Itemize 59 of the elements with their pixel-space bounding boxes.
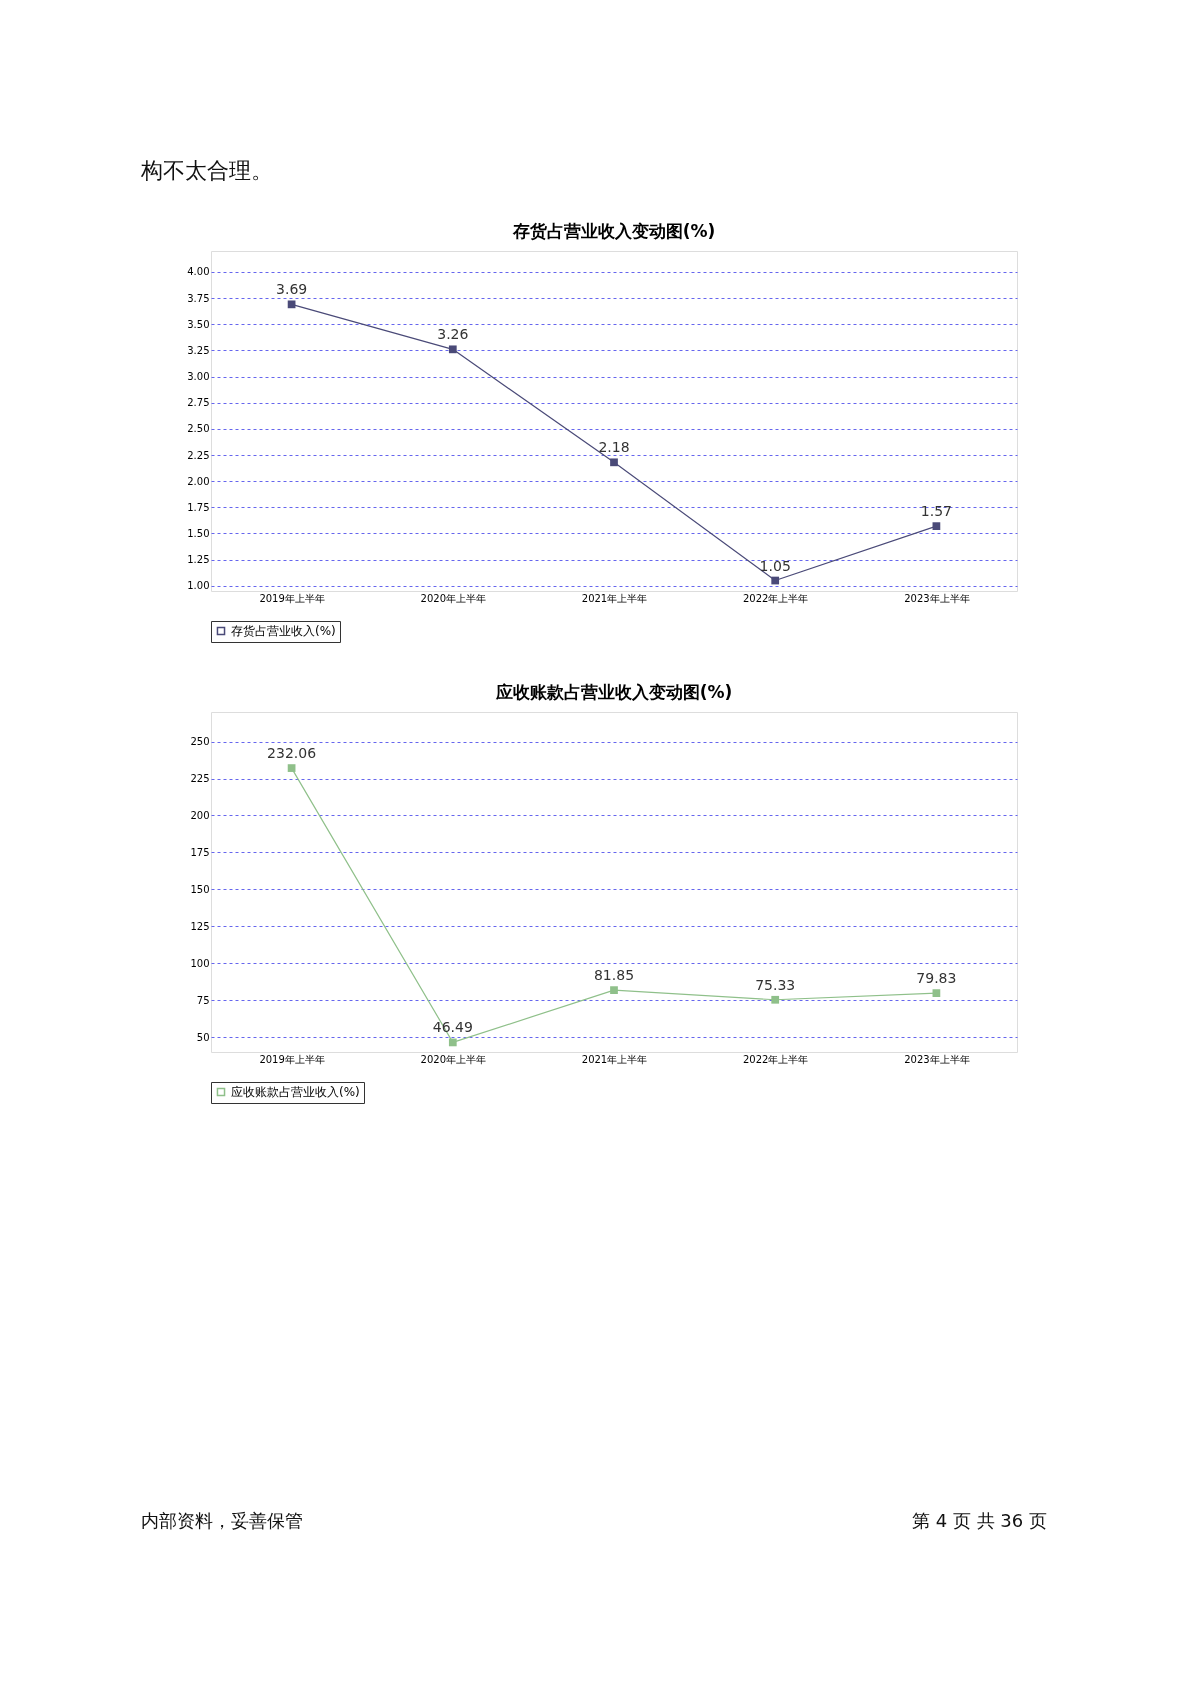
point <box>771 576 780 585</box>
x-tick-label: 2022年上半年 <box>742 592 809 604</box>
x-tick-label: 2023年上半年 <box>904 592 970 604</box>
x-tick-label: 2020年上半年 <box>420 592 487 604</box>
data-label: 3.69 <box>276 281 308 298</box>
text: 构不太合理。 <box>140 158 273 183</box>
y-tick-label: 2.25 <box>187 449 210 461</box>
data-label: 81.85 <box>593 967 635 984</box>
text: 内部资料，妥善保管 <box>141 1510 303 1531</box>
x-tick-label: 2019年上半年 <box>259 592 325 604</box>
x-tick-label: 2019年上半年 <box>259 1053 325 1065</box>
data-label: 79.83 <box>916 970 957 987</box>
legend-label: 应收账款占营业收入(%) <box>231 1085 360 1099</box>
y-tick-label: 4.00 <box>187 266 210 278</box>
x-tick-label: 2023年上半年 <box>904 1053 970 1065</box>
y-tick-label: 2.75 <box>187 397 210 409</box>
point <box>448 345 457 354</box>
x-tick-label: 2022年上半年 <box>742 1053 809 1065</box>
point <box>932 989 941 997</box>
y-tick-label: 150 <box>190 883 210 895</box>
data-label: 1.57 <box>920 503 952 520</box>
y-tick-label: 225 <box>190 773 210 785</box>
y-tick-label: 200 <box>190 809 210 821</box>
y-tick-label: 3.50 <box>187 318 210 330</box>
y-tick-label: 1.25 <box>187 554 210 566</box>
data-label: 75.33 <box>755 976 796 993</box>
y-tick-label: 175 <box>190 846 210 858</box>
y-tick-label: 125 <box>190 920 210 932</box>
chart-title: 应收账款占营业收入变动图(%) <box>494 682 733 702</box>
legend-label: 存货占营业收入(%) <box>231 624 336 638</box>
y-tick-label: 2.00 <box>187 475 210 487</box>
y-tick-label: 50 <box>196 1031 210 1043</box>
data-label: 46.49 <box>432 1019 473 1036</box>
chart-title: 存货占营业收入变动图(%) <box>511 221 716 241</box>
y-tick-label: 1.50 <box>187 527 210 539</box>
point <box>771 995 780 1004</box>
data-label: 2.18 <box>598 439 630 456</box>
point <box>448 1038 457 1047</box>
point <box>610 986 618 995</box>
x-tick-label: 2021年上半年 <box>581 1053 648 1065</box>
y-tick-label: 250 <box>190 736 210 748</box>
x-tick-label: 2021年上半年 <box>581 592 648 604</box>
x-tick-label: 2020年上半年 <box>420 1053 487 1065</box>
text: 第 4 页 共 36 页 <box>912 1510 1047 1531</box>
point <box>287 764 296 772</box>
data-label: 232.06 <box>267 745 317 762</box>
y-tick-label: 3.75 <box>187 292 210 304</box>
y-tick-label: 1.00 <box>187 580 210 592</box>
data-label: 1.05 <box>759 557 791 574</box>
y-tick-label: 75 <box>196 994 210 1006</box>
data-label: 3.26 <box>437 326 469 343</box>
y-tick-label: 1.75 <box>187 501 210 513</box>
y-tick-label: 2.50 <box>187 423 210 435</box>
y-tick-label: 3.00 <box>187 371 210 383</box>
point <box>610 458 618 467</box>
y-tick-label: 100 <box>190 957 210 969</box>
point <box>932 522 941 531</box>
point <box>287 300 296 309</box>
y-tick-label: 3.25 <box>187 344 210 356</box>
